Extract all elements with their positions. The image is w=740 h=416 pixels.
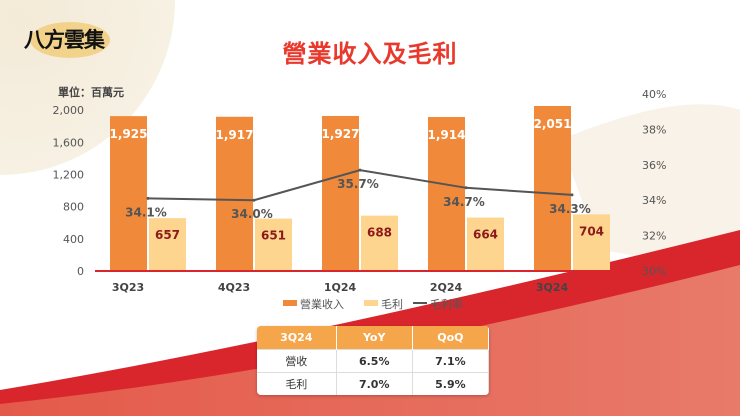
x-axis-tick-label: 3Q23	[112, 281, 144, 294]
x-axis-tick-label: 3Q24	[536, 281, 569, 294]
gross-margin-point	[464, 186, 468, 190]
legend-label-revenue: 營業收入	[300, 297, 344, 311]
left-axis-tick-label: 800	[63, 201, 84, 214]
revenue-data-label: 2,051	[534, 117, 572, 131]
gross-profit-bar	[467, 217, 504, 271]
gross-profit-data-label: 704	[579, 224, 604, 238]
right-axis-tick-label: 34%	[642, 194, 666, 207]
left-axis-tick-label: 1,200	[53, 168, 85, 181]
right-axis-tick-label: 38%	[642, 123, 666, 136]
table-row: 營收 6.5% 7.1%	[257, 349, 489, 373]
legend-swatch-gross-profit	[364, 300, 378, 306]
table-cell: 毛利	[257, 372, 337, 395]
right-axis-tick-label: 40%	[642, 88, 666, 101]
revenue-data-label: 1,925	[110, 127, 148, 141]
gross-profit-bar	[255, 218, 292, 271]
gross-margin-point	[570, 193, 574, 197]
table-cell: 營收	[257, 349, 337, 373]
logo: 八方雲集	[20, 18, 112, 62]
revenue-bar	[534, 105, 571, 271]
table-cell: 5.9%	[412, 372, 489, 395]
red-swoosh-light	[0, 265, 740, 416]
legend-label-gross-profit: 毛利	[381, 298, 403, 311]
table-row: 毛利 7.0% 5.9%	[257, 372, 489, 395]
page-title: 營業收入及毛利	[282, 40, 458, 68]
revenue-data-label: 1,914	[428, 128, 466, 142]
x-axis-tick-label: 4Q23	[218, 281, 250, 294]
x-axis-tick-label: 2Q24	[430, 281, 463, 294]
table-header: QoQ	[412, 326, 489, 350]
table-header: 3Q24	[257, 326, 337, 350]
table-cell: 7.1%	[412, 349, 489, 373]
revenue-data-label: 1,927	[322, 127, 360, 141]
gross-margin-data-label: 34.7%	[443, 195, 485, 209]
revenue-bar	[110, 116, 147, 271]
x-axis-tick-label: 1Q24	[324, 281, 357, 294]
revenue-bar	[216, 116, 253, 271]
gross-profit-bar	[149, 218, 186, 271]
summary-table: 3Q24 YoY QoQ 營收 6.5% 7.1% 毛利 7.0% 5.9%	[257, 326, 489, 395]
gross-profit-data-label: 651	[261, 229, 286, 243]
table-cell: 7.0%	[336, 372, 413, 395]
gross-profit-bar	[361, 215, 398, 271]
gross-margin-point	[358, 168, 362, 172]
legend-swatch-revenue	[283, 300, 297, 306]
gross-profit-data-label: 688	[367, 226, 392, 240]
left-axis-tick-label: 2,000	[53, 104, 85, 117]
logo-text: 八方雲集	[24, 27, 105, 52]
gross-margin-data-label: 35.7%	[337, 177, 379, 191]
gross-margin-data-label: 34.0%	[231, 207, 273, 221]
table-header-row: 3Q24 YoY QoQ	[257, 326, 489, 350]
table-header: YoY	[336, 326, 413, 350]
unit-label: 單位：百萬元	[58, 86, 124, 99]
right-axis-tick-label: 30%	[642, 265, 666, 278]
gross-profit-data-label: 664	[473, 228, 498, 242]
gross-margin-point	[146, 196, 150, 200]
gross-profit-data-label: 657	[155, 228, 180, 242]
table-cell: 6.5%	[336, 349, 413, 373]
left-axis-tick-label: 0	[77, 265, 84, 278]
left-axis-tick-label: 400	[63, 233, 84, 246]
gross-margin-point	[252, 198, 256, 202]
right-axis-tick-label: 32%	[642, 230, 666, 243]
revenue-bar	[428, 117, 465, 271]
revenue-bar	[322, 115, 359, 272]
right-axis-tick-label: 36%	[642, 159, 666, 172]
legend-label-gross-margin: 毛利率	[430, 297, 463, 311]
gross-margin-data-label: 34.3%	[549, 202, 591, 216]
revenue-data-label: 1,917	[216, 128, 254, 142]
gross-profit-bar	[573, 214, 610, 271]
left-axis-tick-label: 1,600	[53, 136, 85, 149]
gross-margin-data-label: 34.1%	[125, 205, 167, 219]
